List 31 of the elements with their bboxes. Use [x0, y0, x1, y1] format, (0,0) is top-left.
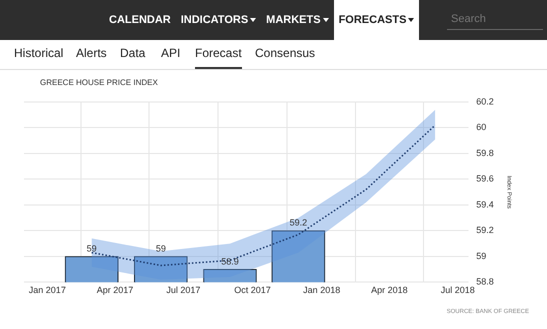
text: Data: [120, 45, 146, 62]
x-tick-label: Jan 2017: [28, 285, 66, 296]
text: CALENDAR: [108, 13, 172, 28]
text: Forecast: [195, 40, 242, 69]
data-label: 59.2: [290, 218, 308, 228]
y-tick-label: 59.6: [476, 174, 494, 184]
text: API: [161, 45, 180, 62]
y-tick-label: 59: [476, 250, 486, 261]
x-tick-label: Jul 2018: [440, 285, 475, 296]
x-tick-label: Jul 2017: [166, 285, 200, 296]
text: Consensus: [255, 45, 316, 62]
y-tick-label: 59.2: [476, 225, 494, 236]
text: Historical: [14, 45, 64, 62]
x-tick-label: Oct 2017: [234, 285, 271, 296]
data-label: 58.9: [221, 256, 239, 266]
x-tick-label: Jan 2018: [303, 285, 340, 296]
x-tick-label: Apr 2018: [371, 285, 408, 296]
data-label: 59: [156, 243, 166, 254]
chart-title: GREECE HOUSE PRICE INDEX: [40, 78, 158, 87]
text: Search: [447, 8, 543, 30]
text: MARKETS: [265, 13, 322, 28]
text: INDICATORS: [180, 13, 250, 28]
text: FORECASTS: [334, 0, 420, 40]
x-tick-label: Apr 2017: [96, 285, 134, 296]
y-tick-label: 60: [476, 122, 486, 132]
text: Alerts: [76, 45, 107, 62]
y-tick-label: 59.8: [476, 148, 494, 158]
y-tick-label: 58.8: [476, 276, 494, 287]
data-label: 59: [86, 243, 97, 254]
y-tick-label: 60.2: [476, 96, 494, 106]
y-tick-label: 59.4: [476, 199, 494, 210]
